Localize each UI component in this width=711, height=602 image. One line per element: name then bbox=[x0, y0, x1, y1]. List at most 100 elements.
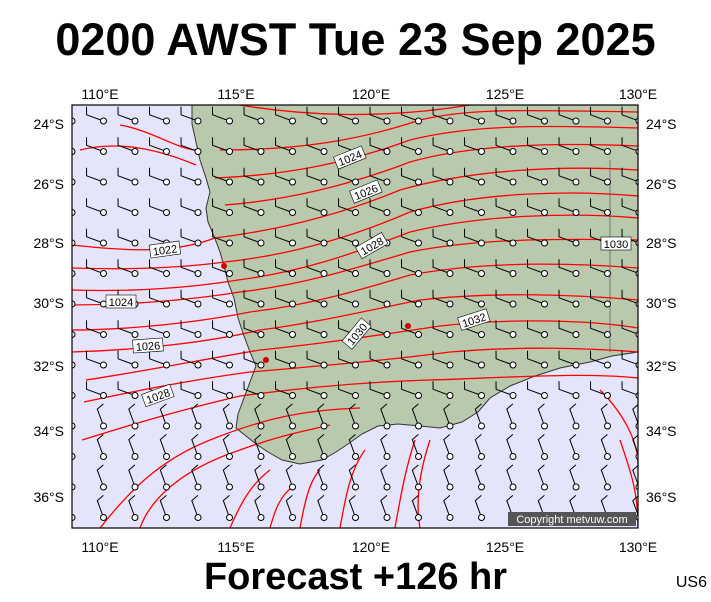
svg-text:1026: 1026 bbox=[135, 340, 160, 354]
wind-barb bbox=[243, 289, 265, 308]
wind-barb bbox=[380, 495, 391, 521]
wind-barb bbox=[306, 167, 328, 186]
wind-barb bbox=[86, 106, 107, 125]
lon-label: 130°E bbox=[619, 539, 657, 555]
wind-barb bbox=[243, 167, 265, 186]
wind-barb bbox=[275, 106, 296, 125]
wind-barb bbox=[443, 495, 454, 521]
wind-barb bbox=[495, 320, 517, 338]
city-marker bbox=[405, 323, 411, 329]
wind-barb bbox=[275, 259, 296, 277]
wind-barb bbox=[590, 350, 611, 369]
wind-barb bbox=[306, 350, 328, 369]
chart-title: 0200 AWST Tue 23 Sep 2025 bbox=[55, 14, 656, 65]
wind-barb bbox=[180, 106, 202, 125]
wind-barb bbox=[96, 464, 107, 491]
wind-barb bbox=[432, 137, 454, 155]
wind-barb bbox=[558, 167, 580, 186]
isobar-line bbox=[72, 263, 638, 331]
wind-barb bbox=[159, 403, 170, 430]
lat-label: 28°S bbox=[33, 235, 64, 251]
wind-barb bbox=[306, 198, 328, 216]
wind-barb bbox=[72, 392, 76, 399]
wind-barb bbox=[212, 381, 233, 399]
wind-barb bbox=[569, 464, 580, 491]
wind-barb bbox=[72, 209, 76, 216]
wind-barb bbox=[527, 106, 548, 125]
wind-barb bbox=[464, 289, 485, 308]
wind-barb bbox=[275, 137, 296, 155]
wind-barb bbox=[338, 106, 359, 125]
lon-label: 120°E bbox=[352, 539, 390, 555]
wind-barb bbox=[285, 495, 296, 521]
wind-barb bbox=[474, 495, 485, 521]
wind-barb bbox=[243, 381, 265, 399]
isobar-line bbox=[139, 424, 331, 528]
wind-barb bbox=[191, 464, 202, 491]
isobar-line bbox=[119, 124, 197, 151]
wind-barb bbox=[537, 464, 548, 491]
wind-barb bbox=[149, 106, 170, 125]
wind-barb bbox=[285, 403, 296, 430]
wind-barb bbox=[117, 259, 139, 277]
wind-barb bbox=[275, 320, 296, 338]
isobar-line bbox=[214, 125, 638, 179]
wind-barb bbox=[401, 198, 422, 216]
wind-barb bbox=[96, 434, 107, 460]
wind-barb bbox=[369, 198, 391, 216]
wind-barb bbox=[254, 434, 265, 460]
wind-barb bbox=[117, 381, 139, 399]
wind-barb bbox=[401, 137, 422, 155]
isobar-line bbox=[72, 214, 638, 292]
wind-barb bbox=[558, 259, 580, 277]
wind-barb bbox=[411, 403, 422, 430]
wind-barb bbox=[527, 137, 548, 155]
wind-barb bbox=[495, 350, 517, 369]
wind-barb bbox=[369, 167, 391, 186]
wind-barb bbox=[380, 403, 391, 430]
wind-barb bbox=[243, 320, 265, 338]
isobar-label: 1026 bbox=[132, 337, 164, 354]
wind-barb bbox=[474, 403, 485, 430]
wind-barb bbox=[306, 106, 328, 125]
wind-barb bbox=[558, 198, 580, 216]
wind-barb bbox=[558, 106, 580, 125]
wind-barb bbox=[222, 495, 233, 521]
lon-label: 110°E bbox=[81, 539, 118, 555]
wind-barb bbox=[537, 434, 548, 460]
lat-label: 34°S bbox=[646, 423, 677, 439]
wind-barb bbox=[338, 289, 359, 308]
wind-barb bbox=[191, 434, 202, 460]
wind-barb bbox=[254, 464, 265, 491]
isobar-label: 1024 bbox=[105, 294, 137, 309]
wind-barb bbox=[222, 434, 233, 460]
lat-label: 24°S bbox=[33, 116, 64, 132]
copyright-text: Copyright metvuw.com bbox=[516, 514, 627, 526]
wind-barb bbox=[432, 198, 454, 216]
lat-label: 26°S bbox=[646, 176, 677, 192]
wind-barb bbox=[180, 228, 202, 247]
wind-barb bbox=[338, 167, 359, 186]
wind-barb bbox=[306, 259, 328, 277]
wind-barb bbox=[117, 198, 139, 216]
wind-barb bbox=[243, 259, 265, 277]
wind-barb bbox=[117, 350, 139, 369]
wind-barb bbox=[464, 198, 485, 216]
wind-barb bbox=[72, 239, 76, 247]
wind-barb bbox=[212, 289, 233, 308]
wind-barb bbox=[128, 403, 139, 430]
wind-barb bbox=[72, 465, 76, 491]
lon-label: 110°E bbox=[81, 86, 118, 102]
wind-barb bbox=[443, 403, 454, 430]
wind-barb bbox=[443, 464, 454, 491]
wind-barb bbox=[590, 167, 611, 186]
wind-barb bbox=[527, 320, 548, 338]
wind-barb bbox=[180, 320, 202, 338]
city-marker bbox=[263, 357, 269, 363]
wind-barb bbox=[306, 289, 328, 308]
wind-barb bbox=[149, 198, 170, 216]
wind-barb bbox=[317, 464, 328, 491]
wind-barb bbox=[338, 350, 359, 369]
city-marker bbox=[221, 263, 227, 269]
wind-barb bbox=[86, 137, 107, 155]
